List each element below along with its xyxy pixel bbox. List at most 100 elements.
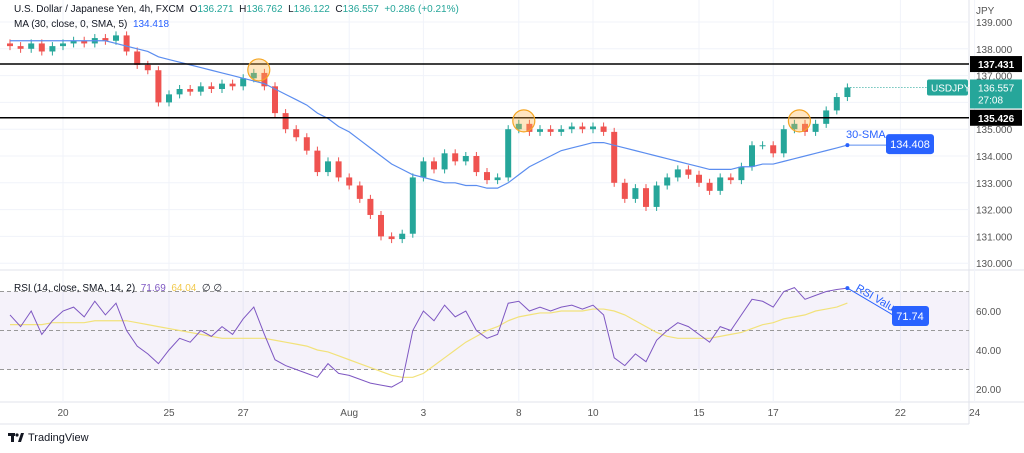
candle-body	[494, 177, 501, 181]
symbol-tag-label: USDJPY	[931, 83, 971, 94]
candle-body	[113, 35, 119, 41]
candle-body	[749, 145, 755, 167]
candle-body	[197, 86, 204, 92]
candle-body	[505, 129, 512, 178]
rsi-legend[interactable]: RSI (14, close, SMA, 14, 2) 71.69 64.04 …	[14, 283, 223, 294]
candle-body	[653, 185, 660, 207]
candle-body	[60, 43, 66, 47]
candle-body	[388, 236, 395, 240]
rsi-tick-label: 60.00	[976, 307, 1001, 318]
candle-body	[770, 145, 777, 154]
time-tick-label: 17	[768, 408, 780, 419]
tradingview-logo[interactable]: TradingView	[8, 432, 89, 444]
candle-body	[706, 182, 713, 191]
candle-body	[356, 185, 363, 199]
candle-body	[314, 150, 321, 173]
candle-body	[378, 214, 384, 237]
candle-body	[325, 161, 331, 173]
candle-body	[303, 137, 310, 151]
candle-body	[515, 123, 522, 130]
candle-body	[399, 233, 406, 240]
time-tick-label: 8	[516, 408, 522, 419]
candle-body	[282, 113, 289, 130]
rsi-value-label: 71.74	[896, 311, 924, 323]
candle-body	[187, 89, 194, 92]
rsi-value: 71.69	[140, 283, 166, 294]
high-value: 136.762	[246, 4, 283, 15]
price-tick-label: 133.000	[976, 179, 1013, 190]
sma-value-box	[886, 134, 934, 155]
tradingview-logo-icon	[8, 433, 24, 442]
candle-body	[600, 126, 607, 132]
price-tick-label: 131.000	[976, 232, 1013, 243]
currency-label: JPY	[976, 6, 995, 17]
candle-body	[611, 131, 618, 183]
symbol-legend: U.S. Dollar / Japanese Yen, 4h, FXCM O13…	[14, 4, 459, 15]
low-value: 136.122	[293, 4, 330, 15]
candle-body	[335, 161, 342, 178]
time-tick-label: 20	[57, 408, 69, 419]
candle-body	[685, 169, 692, 175]
candle-body	[293, 129, 300, 138]
candle-body	[441, 153, 448, 170]
candle-body	[696, 174, 702, 183]
candle-body	[473, 156, 480, 173]
rsi-value-box	[892, 306, 929, 326]
candle-body	[17, 46, 24, 49]
candle-body	[717, 177, 724, 191]
rsi-tick-label: 40.00	[976, 346, 1001, 357]
candle-body	[346, 177, 353, 186]
rsi-tick-label: 20.00	[976, 385, 1001, 396]
candle-body	[367, 198, 374, 215]
candle-body	[462, 156, 469, 162]
ma-value: 134.418	[132, 19, 170, 30]
level-price-tag	[970, 109, 1022, 126]
time-tick-label: 27	[238, 408, 250, 419]
rsi-label: RSI (14, close, SMA, 14, 2)	[14, 283, 136, 294]
ma-legend[interactable]: MA (30, close, 0, SMA, 5) 134.418	[14, 19, 169, 30]
candle-body	[431, 161, 437, 170]
candle-body	[144, 64, 151, 71]
candle-body	[664, 177, 671, 186]
time-tick-label: 25	[163, 408, 175, 419]
candle-body	[123, 35, 130, 52]
last-price-label: 136.557	[978, 83, 1015, 94]
brand-name: TradingView	[28, 432, 89, 444]
candle-body	[844, 87, 851, 98]
rsi-line	[9, 287, 848, 388]
change-value: +0.286 (+0.21%)	[384, 4, 459, 15]
time-tick-label: 3	[421, 408, 427, 419]
level-price-label: 137.431	[978, 60, 1015, 71]
rsi-callout-line	[847, 287, 894, 316]
candle-body	[526, 123, 533, 132]
candle-body	[155, 70, 162, 103]
open-value: 136.271	[197, 4, 234, 15]
time-tick-label: 22	[895, 408, 907, 419]
time-tick-label: 15	[693, 408, 705, 419]
candle-body	[802, 123, 808, 132]
candle-body	[759, 145, 766, 147]
time-tick-label: 24	[969, 408, 981, 419]
level-price-label: 135.426	[978, 114, 1015, 125]
candle-body	[547, 129, 554, 132]
candle-body	[102, 38, 109, 41]
price-tick-label: 130.000	[976, 259, 1013, 270]
candle-body	[484, 172, 490, 181]
candle-body	[833, 97, 840, 111]
candle-body	[81, 40, 88, 44]
candle-body	[28, 43, 35, 49]
price-tick-label: 132.000	[976, 206, 1013, 217]
candle-body	[166, 94, 172, 103]
highlight-circle	[787, 109, 812, 133]
ma-line	[10, 40, 848, 189]
close-value: 136.557	[342, 4, 379, 15]
candle-body	[176, 89, 183, 95]
candle-body	[643, 188, 649, 207]
candle-body	[272, 86, 278, 114]
candle-body	[49, 46, 56, 52]
candle-body	[537, 129, 543, 132]
candle-body	[791, 123, 798, 130]
rsi-ma-line	[10, 302, 848, 378]
price-tick-label: 139.000	[976, 18, 1013, 29]
